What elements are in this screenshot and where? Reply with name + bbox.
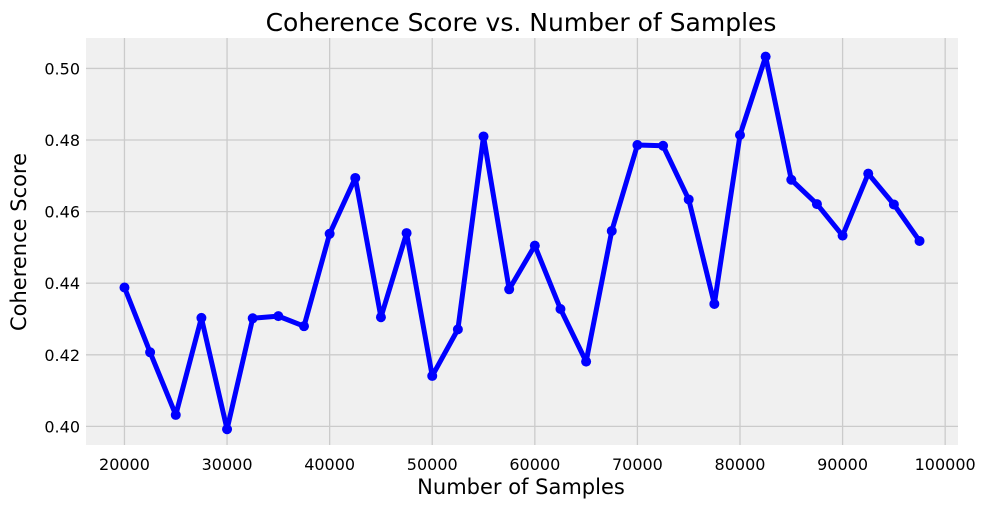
y-tick-label: 0.50 [44, 59, 80, 78]
data-point [222, 424, 233, 435]
data-point [811, 199, 822, 210]
y-tick-label: 0.48 [44, 131, 80, 150]
data-point [247, 313, 258, 324]
y-tick-label: 0.42 [44, 346, 80, 365]
data-point [555, 303, 566, 314]
data-point [606, 225, 617, 236]
y-gridlines [86, 67, 958, 428]
x-axis-label: Number of Samples [417, 475, 625, 499]
x-tick-label: 20000 [99, 455, 150, 474]
data-point [478, 131, 489, 142]
data-point [863, 168, 874, 179]
data-point [350, 172, 361, 183]
data-point [504, 284, 515, 295]
data-point [888, 199, 899, 210]
data-point [683, 194, 694, 205]
x-tick-label: 80000 [715, 455, 766, 474]
data-point [401, 228, 412, 239]
x-tick-label: 40000 [304, 455, 355, 474]
x-tick-label: 90000 [817, 455, 868, 474]
chart-title: Coherence Score vs. Number of Samples [266, 8, 777, 37]
x-tick-labels: 20000 30000 40000 50000 60000 70000 80000 90000… [99, 455, 976, 474]
data-point [427, 370, 438, 381]
y-tick-label: 0.46 [44, 203, 80, 222]
data-point [760, 51, 771, 62]
data-points [119, 51, 925, 435]
y-tick-labels: 0.40 0.42 0.44 0.46 0.48 0.50 [44, 59, 80, 436]
data-point [529, 240, 540, 251]
x-tick-label: 70000 [612, 455, 663, 474]
data-point [786, 174, 797, 185]
y-axis-label: Coherence Score [7, 153, 31, 331]
data-point [273, 311, 284, 322]
data-point [709, 298, 720, 309]
x-tick-label: 50000 [407, 455, 458, 474]
x-tick-label: 60000 [509, 455, 560, 474]
data-point [299, 321, 309, 332]
data-point [837, 230, 848, 241]
data-point [196, 312, 207, 323]
data-point [452, 324, 463, 335]
y-tick-label: 0.44 [44, 274, 80, 293]
data-point [119, 282, 130, 293]
data-point [324, 228, 335, 239]
plot-area [86, 38, 958, 445]
x-tick-label: 30000 [202, 455, 253, 474]
data-point [735, 130, 745, 141]
data-point [658, 140, 669, 151]
data-point [914, 235, 925, 246]
data-point [632, 140, 643, 151]
data-point [581, 356, 592, 367]
x-tick-label: 100000 [915, 455, 976, 474]
data-point [145, 347, 156, 358]
data-point [170, 409, 181, 420]
y-tick-label: 0.40 [44, 417, 80, 436]
data-point [375, 312, 386, 323]
